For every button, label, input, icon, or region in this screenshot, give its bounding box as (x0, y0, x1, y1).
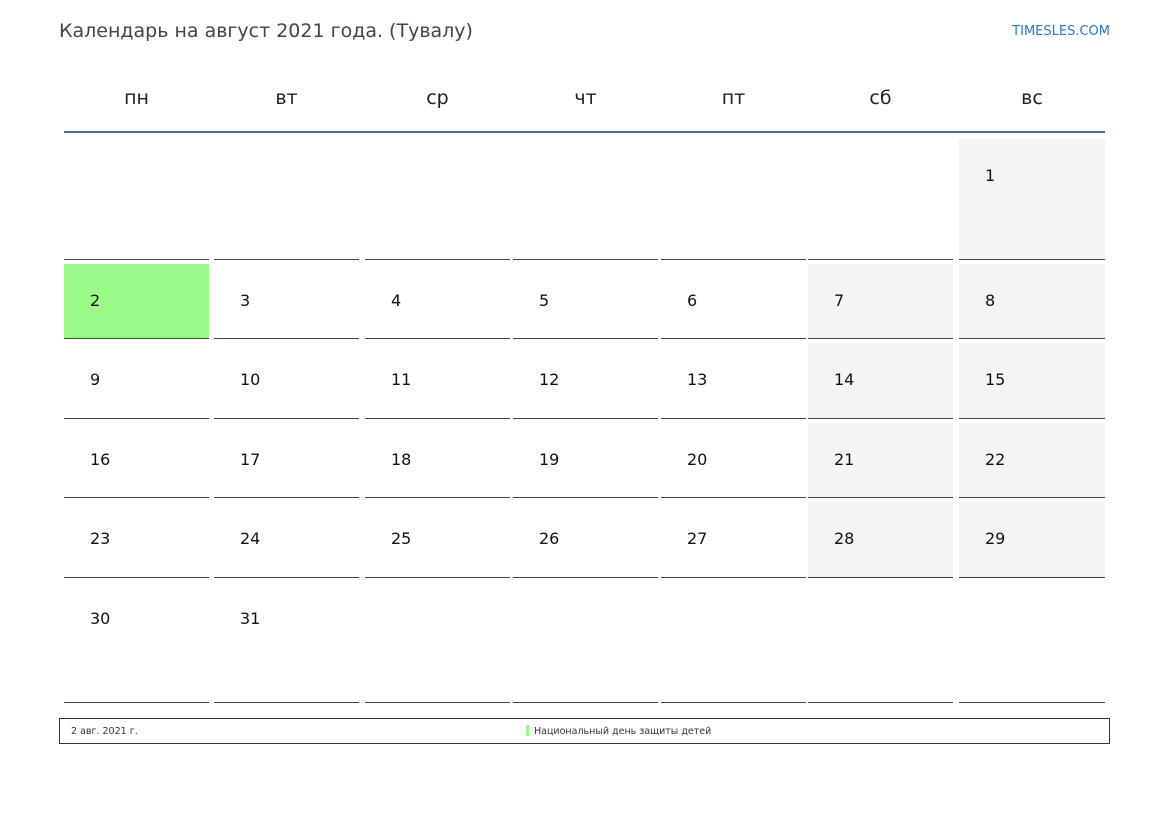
weekday-1: вт (275, 87, 298, 109)
day-number: 2 (90, 291, 101, 310)
day-cell[interactable]: 8 (959, 264, 1105, 339)
day-number: 1 (985, 166, 996, 185)
day-cell[interactable]: 28 (808, 502, 953, 578)
day-number: 4 (391, 291, 402, 310)
day-cell[interactable]: 16 (64, 423, 209, 498)
day-cell[interactable]: 24 (214, 502, 359, 578)
holiday-legend: 2 авг. 2021 г. Национальный день защиты … (59, 718, 1110, 744)
empty-cell (513, 582, 658, 703)
day-cell[interactable]: 2 (64, 264, 209, 339)
day-number: 16 (90, 450, 111, 469)
weekday-6: вс (1021, 87, 1043, 109)
page-title: Календарь на август 2021 года. (Тувалу) (59, 20, 473, 42)
day-cell[interactable]: 14 (808, 343, 953, 419)
empty-cell (808, 582, 953, 703)
day-number: 23 (90, 529, 111, 548)
weekday-2: ср (426, 87, 449, 109)
day-number: 29 (985, 529, 1006, 548)
day-cell[interactable]: 4 (365, 264, 510, 339)
day-number: 19 (539, 450, 560, 469)
day-number: 6 (687, 291, 698, 310)
day-number: 10 (240, 370, 261, 389)
day-cell[interactable]: 5 (513, 264, 658, 339)
day-cell[interactable]: 15 (959, 343, 1105, 419)
day-cell[interactable]: 22 (959, 423, 1105, 498)
day-cell[interactable]: 31 (214, 582, 359, 703)
day-number: 8 (985, 291, 996, 310)
day-cell[interactable]: 17 (214, 423, 359, 498)
empty-cell (365, 582, 510, 703)
day-number: 30 (90, 609, 111, 628)
day-cell[interactable]: 27 (661, 502, 806, 578)
day-cell[interactable]: 6 (661, 264, 806, 339)
empty-cell (214, 254, 359, 260)
day-number: 3 (240, 291, 251, 310)
day-cell[interactable]: 23 (64, 502, 209, 578)
day-cell[interactable]: 18 (365, 423, 510, 498)
day-cell[interactable]: 21 (808, 423, 953, 498)
day-cell[interactable]: 29 (959, 502, 1105, 578)
day-cell[interactable]: 10 (214, 343, 359, 419)
day-cell[interactable]: 25 (365, 502, 510, 578)
day-number: 27 (687, 529, 708, 548)
day-number: 12 (539, 370, 560, 389)
day-cell[interactable]: 30 (64, 582, 209, 703)
day-number: 5 (539, 291, 550, 310)
day-number: 13 (687, 370, 708, 389)
weekday-3: чт (574, 87, 597, 109)
empty-cell (808, 254, 953, 260)
day-cell[interactable]: 3 (214, 264, 359, 339)
empty-cell (513, 254, 658, 260)
day-number: 28 (834, 529, 855, 548)
weekday-4: пт (721, 87, 746, 109)
day-cell[interactable]: 1 (959, 139, 1105, 260)
weekday-5: сб (869, 87, 892, 109)
day-cell[interactable]: 12 (513, 343, 658, 419)
empty-cell (661, 582, 806, 703)
day-number: 11 (391, 370, 412, 389)
brand-link[interactable]: TIMESLES.COM (1012, 24, 1110, 39)
day-number: 21 (834, 450, 855, 469)
empty-cell (365, 254, 510, 260)
day-cell[interactable]: 20 (661, 423, 806, 498)
empty-cell (959, 582, 1105, 703)
day-number: 25 (391, 529, 412, 548)
legend-date: 2 авг. 2021 г. (71, 726, 138, 737)
weekday-0: пн (124, 87, 149, 109)
day-number: 7 (834, 291, 845, 310)
day-number: 15 (985, 370, 1006, 389)
day-cell[interactable]: 11 (365, 343, 510, 419)
empty-cell (64, 254, 209, 260)
day-cell[interactable]: 9 (64, 343, 209, 419)
day-number: 17 (240, 450, 261, 469)
day-number: 24 (240, 529, 261, 548)
day-number: 22 (985, 450, 1006, 469)
day-number: 9 (90, 370, 101, 389)
day-number: 26 (539, 529, 560, 548)
day-number: 18 (391, 450, 412, 469)
empty-cell (661, 254, 806, 260)
day-cell[interactable]: 13 (661, 343, 806, 419)
day-number: 31 (240, 609, 261, 628)
day-cell[interactable]: 19 (513, 423, 658, 498)
day-number: 14 (834, 370, 855, 389)
header-divider (64, 131, 1105, 133)
day-cell[interactable]: 26 (513, 502, 658, 578)
legend-holiday-name: Национальный день защиты детей (534, 726, 712, 737)
legend-color-marker (526, 725, 529, 736)
day-cell[interactable]: 7 (808, 264, 953, 339)
day-number: 20 (687, 450, 708, 469)
